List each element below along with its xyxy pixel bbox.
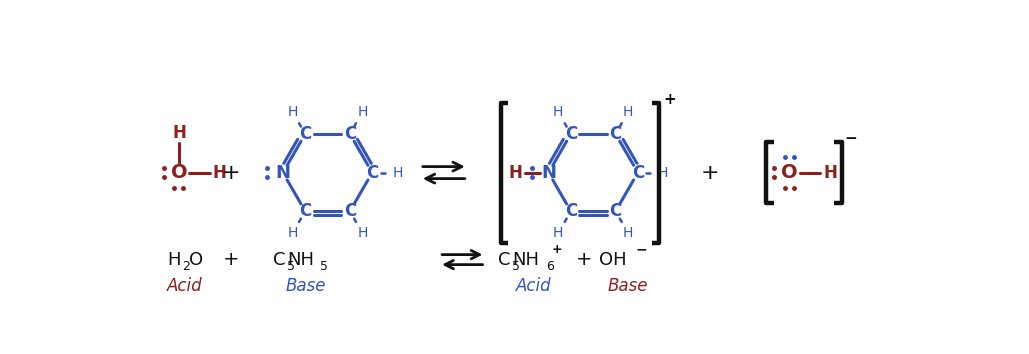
Text: 5: 5 [320, 260, 328, 273]
Text: H: H [553, 105, 563, 119]
Text: C: C [344, 202, 356, 220]
Text: H: H [553, 226, 563, 240]
Text: C: C [565, 202, 577, 220]
Text: H: H [623, 226, 634, 240]
Text: C: C [609, 125, 622, 143]
Text: H: H [287, 105, 297, 119]
Text: +: + [222, 162, 241, 183]
Text: C: C [344, 125, 356, 143]
Text: −: − [845, 131, 857, 146]
Text: +: + [223, 250, 240, 269]
Text: +: + [701, 162, 719, 183]
Text: O: O [171, 163, 187, 182]
Text: Acid: Acid [168, 277, 203, 295]
Text: 5: 5 [512, 260, 521, 273]
Text: H: H [623, 105, 634, 119]
Text: H: H [357, 226, 367, 240]
Text: C: C [299, 202, 312, 220]
Text: H: H [167, 251, 180, 269]
Text: H: H [213, 164, 226, 182]
Text: C: C [366, 164, 379, 182]
Text: N: N [276, 164, 290, 182]
Text: H: H [392, 166, 402, 179]
Text: C: C [565, 125, 577, 143]
Text: +: + [663, 92, 676, 107]
Text: H: H [287, 226, 297, 240]
Text: 2: 2 [182, 260, 189, 273]
Text: O: O [781, 163, 797, 182]
Text: −: − [635, 242, 647, 257]
Text: H: H [357, 105, 367, 119]
Text: Acid: Acid [517, 277, 552, 295]
Text: O: O [188, 251, 203, 269]
Text: H: H [508, 164, 523, 182]
Text: C: C [273, 251, 285, 269]
Text: NH: NH [287, 251, 314, 269]
Text: H: H [823, 164, 838, 182]
Text: Base: Base [607, 277, 648, 295]
Text: C: C [498, 251, 510, 269]
Text: C: C [609, 202, 622, 220]
Text: H: H [172, 124, 186, 142]
Text: +: + [575, 250, 593, 269]
Text: 5: 5 [287, 260, 294, 273]
Text: NH: NH [512, 251, 539, 269]
Text: +: + [552, 243, 562, 256]
Text: 6: 6 [546, 260, 554, 273]
Text: Base: Base [286, 277, 326, 295]
Text: OH: OH [599, 251, 627, 269]
Text: N: N [541, 164, 556, 182]
Text: H: H [659, 166, 669, 179]
Text: C: C [299, 125, 312, 143]
Text: C: C [632, 164, 644, 182]
